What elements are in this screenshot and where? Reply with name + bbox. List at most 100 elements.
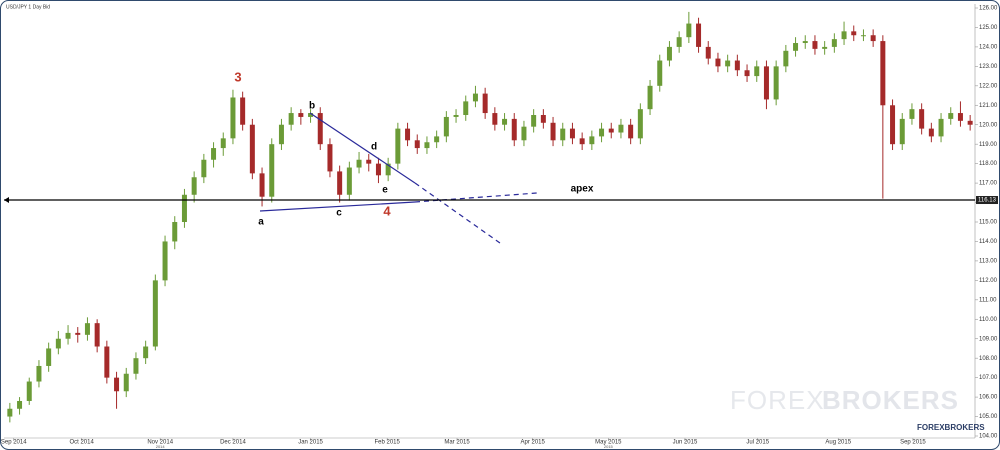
candle-body	[172, 222, 178, 242]
candle-body	[734, 60, 740, 71]
candle-body	[385, 163, 391, 176]
x-tick-label: Jul 2015	[746, 440, 769, 446]
x-tick-label: Jun 2015	[673, 440, 698, 446]
candle-body	[783, 50, 789, 67]
price-label-box	[976, 196, 998, 205]
candle-body	[705, 46, 711, 59]
candle-body	[181, 194, 187, 222]
candle-body	[579, 138, 585, 145]
annotation: c	[336, 208, 342, 219]
y-tick-label: 119.00	[979, 142, 998, 148]
candle-body	[560, 128, 566, 141]
y-tick-label: 118.00	[979, 161, 998, 167]
annotation: a	[258, 217, 264, 228]
candle-body	[569, 128, 575, 139]
candle-body	[890, 105, 896, 145]
candle-body	[463, 101, 469, 115]
candle-body	[628, 124, 634, 139]
candle-body	[472, 93, 478, 102]
y-tick-label: 108.00	[979, 356, 998, 362]
candle-body	[540, 115, 546, 123]
x-tick-label: Sep 2014	[1, 440, 27, 446]
candle-body	[249, 124, 255, 174]
candle-body	[686, 23, 692, 38]
candle-body	[375, 163, 381, 176]
annotation: 4	[383, 203, 391, 218]
candle-body	[269, 144, 275, 197]
x-tick-label: Dec 2014	[220, 440, 246, 446]
y-tick-label: 125.00	[979, 25, 998, 31]
watermark: FOREX BROKERS FOREXBROKERS	[730, 385, 985, 432]
candle-body	[240, 97, 246, 125]
candle-body	[909, 109, 915, 119]
candle-body	[482, 93, 488, 114]
candle-body	[7, 408, 13, 417]
annotation: e	[382, 185, 388, 196]
y-tick-label: 124.00	[979, 44, 998, 50]
y-tick-label: 115.00	[979, 220, 998, 226]
y-tick-label: 113.00	[979, 258, 998, 264]
y-tick-label: 114.00	[979, 239, 998, 245]
candle-body	[26, 381, 32, 401]
candle-body	[773, 66, 779, 100]
x-tick-label: Apr 2015	[521, 440, 546, 446]
candle-body	[899, 118, 905, 145]
candle-body	[657, 60, 663, 86]
candle-body	[327, 144, 333, 172]
y-tick-label: 126.00	[979, 6, 998, 12]
candle-body	[104, 346, 110, 378]
candle-body	[841, 31, 847, 40]
candle-body	[288, 113, 294, 125]
candle-body	[84, 323, 90, 335]
candle-body	[259, 173, 265, 197]
trendline	[309, 112, 416, 184]
candle-body	[763, 66, 769, 100]
candle-body	[492, 113, 498, 125]
candle-body	[725, 60, 731, 67]
x-year-label: 2014	[156, 444, 166, 449]
candle-body	[191, 177, 197, 195]
candle-body	[114, 377, 120, 392]
y-tick-label: 110.00	[979, 317, 998, 323]
x-tick-label: May 2015	[595, 440, 622, 446]
candle-body	[957, 113, 963, 121]
annotation: 3	[234, 69, 241, 84]
candle-body	[637, 109, 643, 139]
candle-body	[201, 159, 207, 178]
candle-body	[123, 373, 129, 392]
candle-body	[337, 171, 343, 195]
y-tick-label: 111.00	[979, 297, 997, 303]
candle-body	[152, 280, 158, 347]
price-label: 116.13	[978, 198, 997, 204]
candle-body	[812, 41, 818, 49]
candle-body	[793, 43, 799, 51]
y-tick-label: 120.00	[979, 122, 998, 128]
trendline	[259, 201, 416, 212]
candle-body	[666, 46, 672, 61]
candle-body	[599, 128, 605, 137]
candle-body	[608, 128, 614, 133]
candle-body	[870, 35, 876, 42]
candle-body	[948, 113, 954, 119]
candle-body	[880, 41, 886, 106]
candle-body	[919, 109, 925, 129]
candle-body	[17, 400, 23, 409]
x-tick-label: Oct 2014	[69, 440, 94, 446]
y-tick-label: 104.00	[979, 434, 998, 440]
candle-body	[424, 142, 430, 149]
x-year-label: 2015	[604, 444, 614, 449]
plot	[7, 11, 973, 423]
candle-body	[928, 128, 934, 137]
candle-body	[443, 116, 449, 137]
candle-body	[938, 118, 944, 137]
candle-body	[822, 46, 828, 49]
candle-body	[647, 85, 653, 110]
x-tick-label: Nov 2014	[147, 440, 173, 446]
candle-body	[298, 113, 304, 117]
y-tick-label: 121.00	[979, 103, 998, 109]
candle-body	[434, 136, 440, 143]
y-tick-label: 117.00	[979, 181, 998, 187]
candle-body	[851, 31, 857, 36]
